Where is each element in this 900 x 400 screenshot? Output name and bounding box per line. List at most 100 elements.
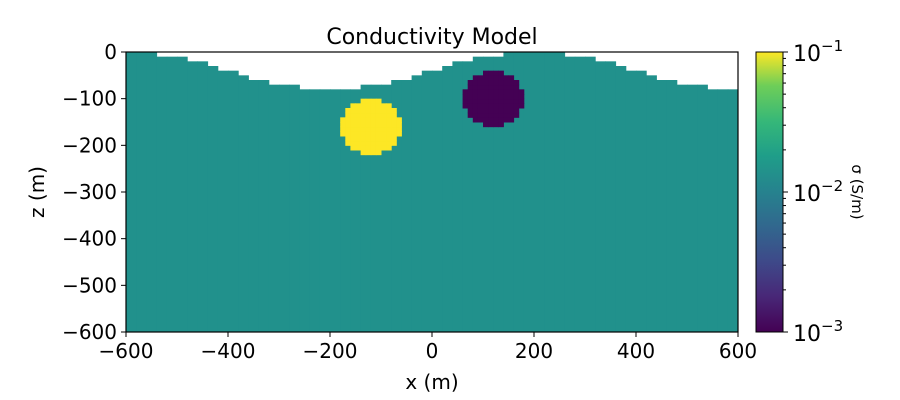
background-column [258, 80, 270, 332]
anomaly-cell [350, 112, 356, 118]
anomaly-cell [467, 103, 474, 109]
anomaly-cell [508, 80, 515, 86]
anomaly-cell [370, 117, 377, 123]
anomaly-cell [477, 117, 484, 123]
anomaly-cell [370, 126, 377, 132]
anomaly-cell [513, 94, 520, 100]
background-column [595, 61, 606, 332]
anomaly-cell [391, 108, 397, 114]
anomaly-cell [370, 98, 377, 104]
anomaly-cell [503, 80, 509, 86]
anomaly-cell [365, 117, 372, 123]
anomaly-cell [370, 122, 377, 128]
anomaly-cell [340, 122, 346, 128]
background-column [615, 66, 627, 332]
anomaly-cell [340, 126, 346, 132]
background-column [421, 70, 433, 333]
anomaly-cell [391, 122, 397, 128]
anomaly-cell [462, 94, 469, 100]
anomaly-cell [508, 117, 515, 123]
anomaly-cell [477, 84, 484, 90]
background-column [717, 89, 729, 332]
background-column [330, 89, 341, 332]
anomaly-cell [350, 126, 356, 132]
anomaly-cell [355, 140, 362, 146]
anomaly-cell [498, 75, 504, 81]
anomaly-cell [493, 89, 499, 95]
anomaly-cell [345, 136, 351, 142]
anomaly-cell [360, 117, 367, 123]
anomaly-cell [462, 103, 469, 109]
anomaly-cell [462, 98, 469, 104]
anomaly-cell [340, 117, 346, 123]
anomaly-cell [386, 112, 392, 118]
anomaly-cell [472, 94, 479, 100]
anomaly-cell [513, 108, 520, 114]
anomaly-cell [472, 98, 479, 104]
anomaly-cell [467, 94, 474, 100]
anomaly-cell [503, 117, 509, 123]
anomaly-cell [498, 70, 504, 76]
anomaly-cell [513, 89, 520, 95]
anomaly-cell [472, 75, 479, 81]
anomaly-cell [472, 84, 479, 90]
anomaly-cell [355, 136, 362, 142]
anomaly-cell [375, 117, 382, 123]
anomaly-cell [355, 122, 362, 128]
background-column [544, 52, 555, 332]
background-column [432, 70, 443, 333]
model-cells [126, 52, 739, 333]
anomaly-cell [360, 112, 367, 118]
anomaly-cell [493, 75, 499, 81]
colorbar-tick-label: 10−1 [793, 37, 843, 67]
anomaly-cell [375, 145, 382, 151]
background-column [207, 66, 219, 332]
background-column [676, 84, 688, 333]
background-column [687, 84, 698, 333]
anomaly-cell [488, 117, 494, 123]
anomaly-cell [503, 94, 509, 100]
anomaly-cell [386, 131, 392, 137]
anomaly-cell [370, 145, 377, 151]
background-column [391, 80, 402, 332]
anomaly-cell [467, 84, 474, 90]
anomaly-cell [381, 140, 387, 146]
background-column [523, 52, 535, 332]
anomaly-cell [503, 75, 509, 81]
anomaly-cell [350, 108, 356, 114]
background-column [707, 89, 719, 332]
anomaly-cell [508, 112, 515, 118]
background-column [442, 66, 453, 332]
anomaly-cell [483, 89, 489, 95]
colorbar-tick-label: 10−3 [793, 317, 843, 347]
anomaly-cell [345, 108, 351, 114]
background-column [156, 56, 168, 333]
x-axis: −600 −400 −200 0 200 400 600 [99, 332, 757, 363]
background-column [452, 61, 464, 332]
anomaly-cell [350, 103, 356, 109]
anomaly-cell [508, 103, 515, 109]
anomaly-cell [462, 89, 469, 95]
anomaly-cell [350, 122, 356, 128]
background-column [309, 89, 321, 332]
anomaly-cell [360, 131, 367, 137]
anomaly-cell [350, 136, 356, 142]
anomaly-cell [483, 75, 489, 81]
anomaly-cell [472, 89, 479, 95]
anomaly-cell [355, 103, 362, 109]
y-tick-label: −300 [62, 180, 117, 204]
anomaly-cell [386, 126, 392, 132]
anomaly-cell [370, 136, 377, 142]
anomaly-cell [518, 89, 525, 95]
anomaly-cell [477, 80, 484, 86]
anomaly-cell [513, 98, 520, 104]
anomaly-cell [498, 122, 504, 128]
anomaly-cell [472, 103, 479, 109]
anomaly-cell [498, 117, 504, 123]
background-column [411, 75, 423, 332]
anomaly-cell [498, 89, 504, 95]
background-column [513, 52, 525, 332]
anomaly-cell [365, 108, 372, 114]
y-tick-label: −600 [62, 320, 117, 344]
anomaly-cell [355, 108, 362, 114]
